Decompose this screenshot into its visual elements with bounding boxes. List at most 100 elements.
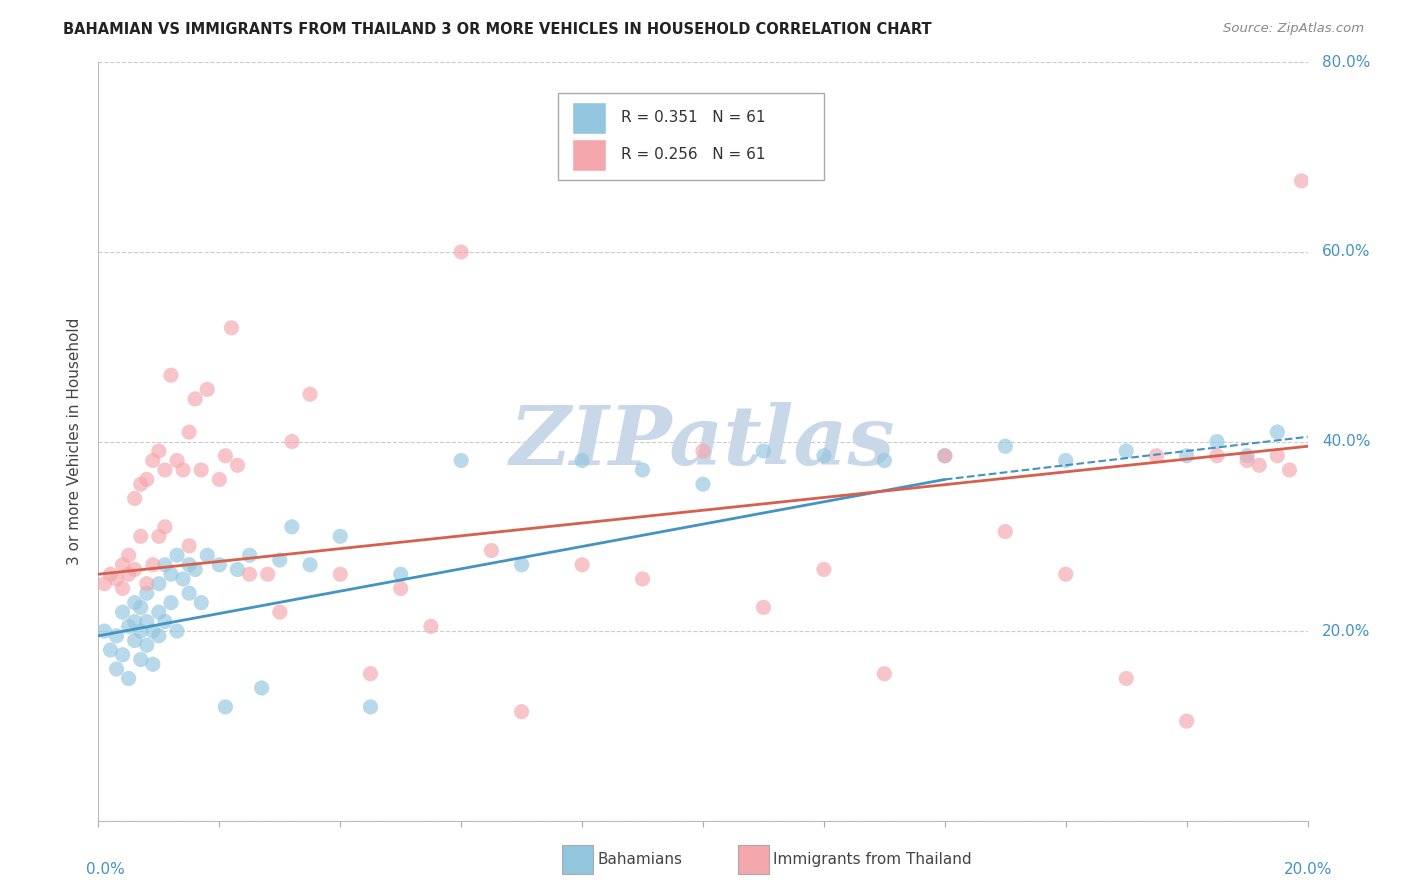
Point: [1054, 567, 1077, 582]
Point: [100, 567, 122, 582]
Point: [179, 558, 201, 572]
Point: [813, 562, 835, 576]
Point: [934, 449, 956, 463]
Point: [118, 548, 141, 563]
Point: [752, 444, 775, 458]
Point: [269, 553, 291, 567]
Point: [571, 558, 593, 572]
Point: [172, 572, 194, 586]
Point: [1206, 434, 1229, 449]
Point: [129, 529, 152, 543]
Point: [105, 572, 128, 586]
Point: [631, 572, 654, 586]
Point: [142, 624, 165, 639]
Point: [329, 529, 352, 543]
Point: [148, 529, 170, 543]
Text: 0.0%: 0.0%: [86, 863, 125, 878]
Point: [481, 543, 503, 558]
Point: [239, 548, 262, 563]
Point: [389, 582, 412, 596]
Point: [873, 453, 896, 467]
Text: 20.0%: 20.0%: [1322, 624, 1371, 639]
Point: [93, 624, 115, 639]
Point: [124, 491, 146, 506]
Point: [1236, 453, 1258, 467]
Point: [190, 596, 212, 610]
Point: [1175, 714, 1198, 728]
Point: [450, 453, 472, 467]
Point: [1175, 449, 1198, 463]
Point: [135, 586, 157, 600]
Text: 60.0%: 60.0%: [1322, 244, 1371, 260]
Point: [208, 473, 231, 487]
Point: [135, 638, 157, 652]
Point: [571, 453, 593, 467]
Point: [214, 449, 236, 463]
Point: [752, 600, 775, 615]
Point: [179, 425, 201, 439]
Point: [148, 605, 170, 619]
Point: [226, 562, 249, 576]
Point: [124, 615, 146, 629]
Point: [129, 652, 152, 666]
Point: [135, 473, 157, 487]
Point: [172, 463, 194, 477]
Point: [256, 567, 278, 582]
Text: ZIPatlas: ZIPatlas: [510, 401, 896, 482]
Point: [142, 453, 165, 467]
Point: [129, 477, 152, 491]
Point: [1267, 425, 1289, 439]
Point: [153, 615, 176, 629]
Point: [166, 624, 188, 639]
Point: [510, 558, 533, 572]
Point: [1054, 453, 1077, 467]
Point: [692, 444, 714, 458]
Point: [450, 244, 472, 259]
Point: [124, 596, 146, 610]
Text: 20.0%: 20.0%: [1284, 863, 1331, 878]
Point: [111, 582, 134, 596]
Point: [281, 434, 304, 449]
Bar: [572, 139, 606, 171]
Point: [105, 629, 128, 643]
Text: Bahamians: Bahamians: [598, 853, 682, 867]
Point: [1236, 449, 1258, 463]
Point: [360, 666, 382, 681]
Point: [994, 524, 1017, 539]
Point: [934, 449, 956, 463]
Point: [111, 558, 134, 572]
Point: [631, 463, 654, 477]
Point: [142, 657, 165, 672]
Point: [124, 562, 146, 576]
Point: [118, 567, 141, 582]
Point: [190, 463, 212, 477]
Point: [360, 699, 382, 714]
Point: [1115, 444, 1137, 458]
Point: [135, 576, 157, 591]
Point: [111, 648, 134, 662]
Point: [179, 586, 201, 600]
Point: [142, 558, 165, 572]
Point: [1249, 458, 1271, 473]
Point: [994, 439, 1017, 453]
Point: [329, 567, 352, 582]
Point: [129, 600, 152, 615]
Point: [184, 562, 207, 576]
Point: [129, 624, 152, 639]
Point: [420, 619, 443, 633]
Point: [124, 633, 146, 648]
Point: [105, 662, 128, 676]
Point: [1291, 174, 1313, 188]
Point: [1206, 449, 1229, 463]
Bar: [572, 102, 606, 134]
Point: [281, 520, 304, 534]
Point: [214, 699, 236, 714]
Point: [160, 596, 183, 610]
Point: [100, 643, 122, 657]
Text: 40.0%: 40.0%: [1322, 434, 1371, 449]
Text: Immigrants from Thailand: Immigrants from Thailand: [773, 853, 972, 867]
Point: [135, 615, 157, 629]
Point: [250, 681, 273, 695]
Point: [148, 444, 170, 458]
Point: [1115, 672, 1137, 686]
